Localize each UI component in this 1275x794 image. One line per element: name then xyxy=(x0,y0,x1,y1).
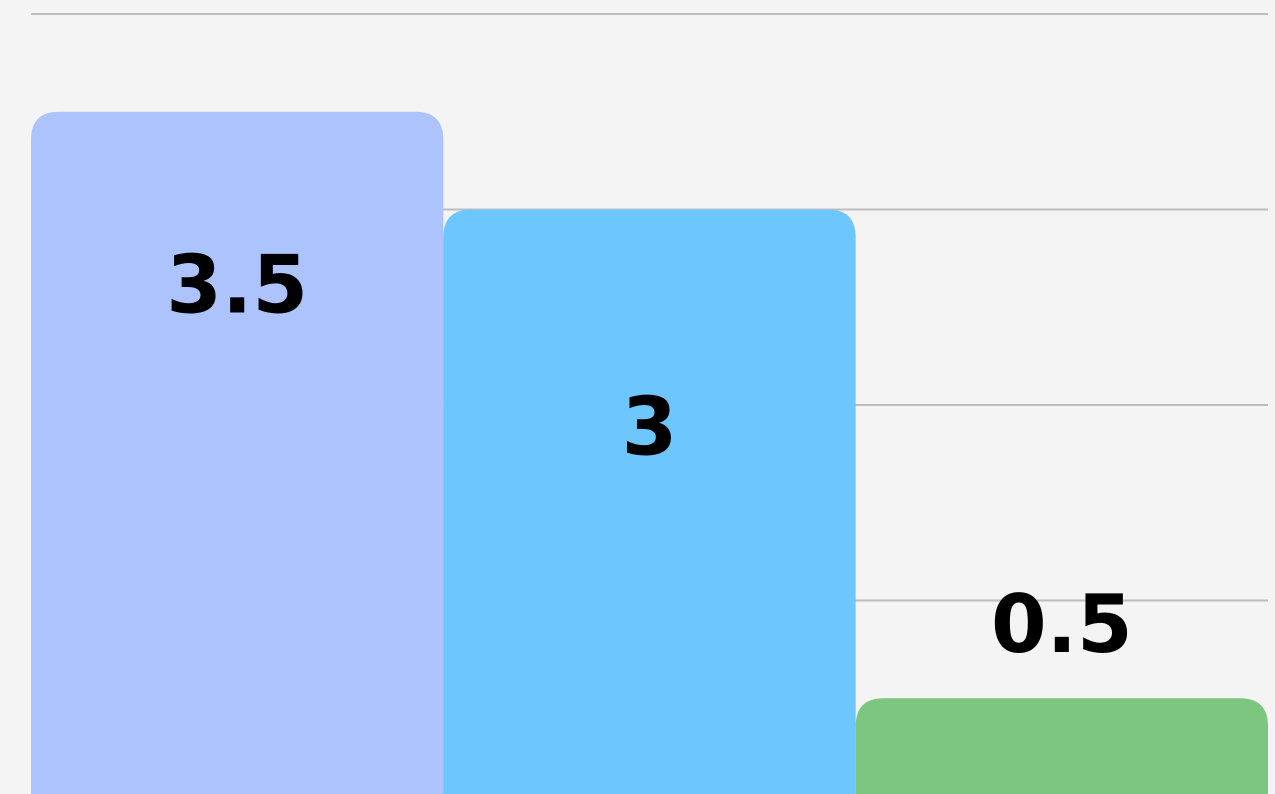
bar xyxy=(31,111,444,794)
data-label: 3 xyxy=(622,380,678,473)
data-label: 0.5 xyxy=(991,578,1133,671)
bar xyxy=(443,209,856,794)
data-label: 3.5 xyxy=(166,239,308,332)
bar xyxy=(855,698,1268,794)
